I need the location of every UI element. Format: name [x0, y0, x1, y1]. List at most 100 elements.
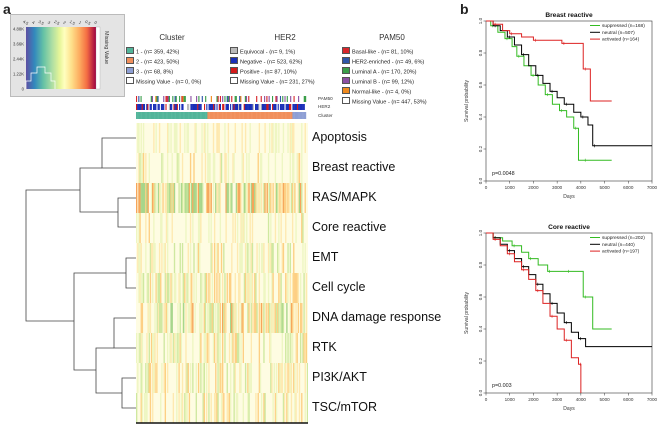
heatmap-cell: [250, 183, 253, 213]
her2-legend-label: Equivocal - (n= 9, 1%): [240, 49, 296, 56]
her2-track-cell: [164, 104, 166, 110]
pam50-track-cell: [173, 96, 175, 102]
pam50-track-cell: [167, 96, 170, 102]
cluster-track-cell: [184, 112, 187, 119]
heatmap-cell: [240, 213, 242, 243]
heatmap-cell: [298, 153, 301, 183]
pam50-track-cell: [211, 96, 214, 102]
her2-track-cell: [184, 104, 187, 110]
heatmap-cell: [251, 243, 254, 273]
cluster-track-cell: [285, 112, 287, 119]
heatmap-cell: [301, 123, 303, 153]
pam50-track-cell: [181, 96, 183, 102]
heatmap-cell: [238, 273, 240, 303]
her2-track-cell: [215, 104, 217, 110]
pam50-track-cell: [205, 96, 207, 102]
her2-track-cell: [210, 104, 213, 110]
heatmap-cell: [193, 153, 195, 183]
pam50-legend-swatch: [342, 77, 350, 85]
heatmap-cell: [259, 303, 262, 333]
heatmap-cell: [145, 243, 147, 273]
heatmap-cell: [215, 303, 217, 333]
heatmap-cell: [208, 183, 210, 213]
heatmap-cell: [210, 303, 212, 333]
heatmap-cell: [187, 183, 189, 213]
cluster-track-cell: [278, 112, 281, 119]
heatmap-cell: [287, 393, 289, 423]
heatmap-cell: [216, 183, 218, 213]
heatmap-cell: [217, 363, 219, 393]
her2-track-cell: [294, 104, 296, 110]
her2-track-cell: [290, 104, 292, 110]
pam50-track-cell: [141, 96, 143, 102]
heatmap-cell: [293, 303, 295, 333]
pam50-track-cell: [252, 96, 255, 102]
heatmap-cell: [220, 153, 223, 183]
pam50-track-cell: [156, 96, 158, 102]
heatmap-cell: [235, 333, 238, 363]
pam50-track-cell: [264, 96, 266, 102]
heatmap-cell: [232, 213, 234, 243]
heatmap-cell: [281, 153, 283, 183]
heatmap-cell: [200, 363, 202, 393]
pam50-track-cell: [201, 96, 204, 102]
heatmap-cell: [227, 183, 230, 213]
pam50-track-cell: [190, 96, 192, 102]
pam50-track-cell: [146, 96, 148, 102]
pam50-legend-label: Luminal A - (n= 170, 20%): [352, 69, 417, 76]
heatmap-cell: [147, 183, 149, 213]
her2-track-cell: [176, 104, 179, 110]
her2-track-cell: [182, 104, 184, 110]
heatmap-cell: [247, 243, 249, 273]
heatmap-cell: [244, 363, 247, 393]
her2-track-cell: [292, 104, 294, 110]
her2-track-cell: [244, 104, 247, 110]
pam50-track-cell: [274, 96, 276, 102]
pam50-track-cell: [226, 96, 228, 102]
heatmap-cell: [226, 183, 228, 213]
heatmap-cell: [181, 393, 184, 423]
heatmap-cell: [242, 393, 244, 423]
heatmap-cell: [281, 333, 283, 363]
her2-track-cell: [261, 104, 264, 110]
heatmap-cell: [254, 273, 256, 303]
km-x-tick-label: 0: [485, 397, 488, 402]
heatmap-cell: [280, 213, 282, 243]
cluster-legend-label: 3 - (n= 68, 8%): [136, 69, 174, 76]
km-legend-label: activated (n=164): [602, 37, 640, 43]
heatmap-cell: [204, 123, 207, 153]
heatmap-cell: [205, 273, 208, 303]
cluster-track-cell: [189, 112, 191, 119]
her2-track-cell: [284, 104, 286, 110]
cluster-track-cell: [137, 112, 139, 119]
heatmap-cell: [233, 363, 235, 393]
her2-track-cell: [247, 104, 249, 110]
heatmap-cell: [223, 303, 225, 333]
cluster-track-cell: [223, 112, 225, 119]
her2-track-cell: [253, 104, 256, 110]
her2-track-cell: [213, 104, 215, 110]
heatmap-cell: [238, 183, 240, 213]
cluster-track-cell: [173, 112, 175, 119]
heatmap-cell: [274, 153, 277, 183]
heatmap-cell: [247, 183, 249, 213]
her2-track-cell: [193, 104, 196, 110]
her2-track-cell: [295, 104, 298, 110]
heatmap-cell: [213, 243, 216, 273]
heatmap-cell: [141, 153, 144, 183]
heatmap-cell: [234, 213, 236, 243]
heatmap-cell: [179, 273, 181, 303]
heatmap-cell: [285, 363, 287, 393]
her2-track-cell: [245, 104, 248, 110]
heatmap-cell: [173, 273, 176, 303]
heatmap-cell: [189, 273, 192, 303]
heatmap-cell: [145, 393, 147, 423]
heatmap-cell: [236, 243, 239, 273]
heatmap-cell: [240, 363, 242, 393]
heatmap-cell: [223, 393, 225, 423]
her2-track-cell: [173, 104, 175, 110]
her2-track-cell: [231, 104, 233, 110]
cluster-legend-item: 2 - (n= 423, 50%): [126, 57, 218, 67]
heatmap-cell: [156, 333, 158, 363]
heatmap-cell: [216, 273, 218, 303]
